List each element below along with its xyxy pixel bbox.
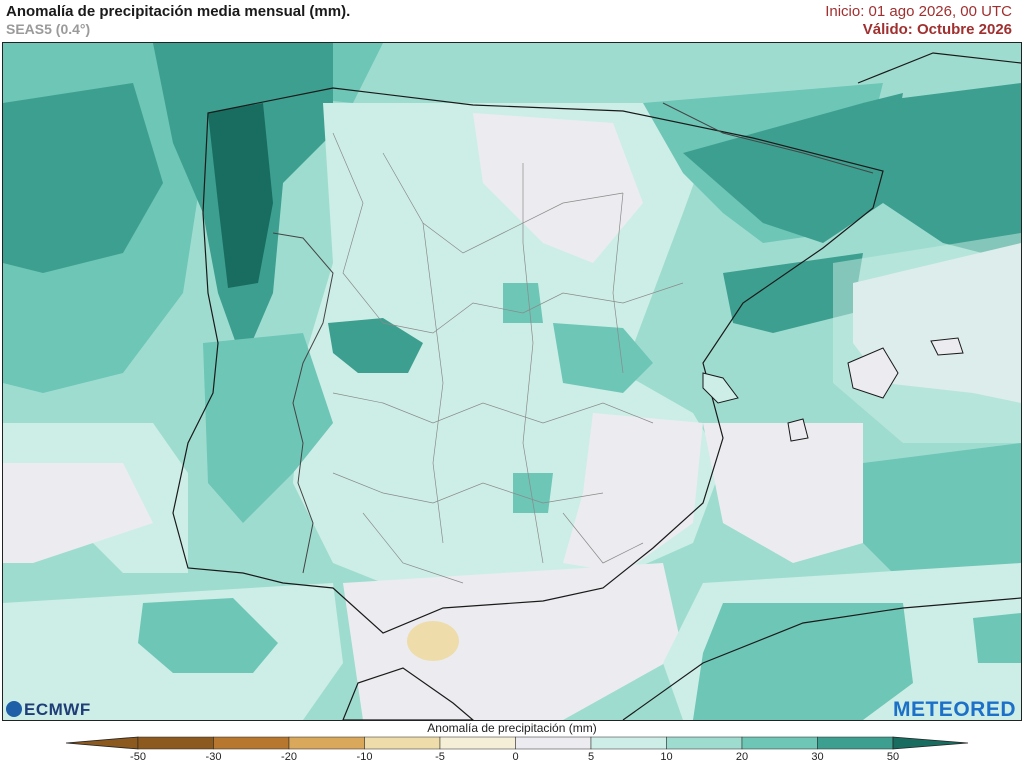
alboran-anomaly-0: [343, 563, 683, 720]
colorbar-tick-label: 50: [886, 751, 900, 763]
northern-plateau-anomaly-0: [473, 113, 643, 263]
colorbar-arrow-left: [65, 736, 139, 750]
meteored-logo: METEORED: [892, 698, 1016, 721]
precipitation-map[interactable]: [2, 42, 1022, 721]
colorbar-tick-label: -10: [356, 751, 373, 763]
colorbar-segment: [741, 736, 818, 750]
colorbar-tick-label: -5: [435, 751, 445, 763]
algeria-anomaly-20: [693, 603, 913, 720]
colorbar-segment: [137, 736, 214, 750]
andalusia-anomaly-20: [513, 473, 553, 513]
france-coastline: [857, 52, 1021, 84]
mallorca-island: [847, 347, 899, 399]
colorbar-segment: [666, 736, 743, 750]
colorbar-tick-label: -50: [130, 751, 146, 763]
malaga-negative-anomaly: [407, 621, 459, 661]
init-date: Inicio: 01 ago 2026, 00 UTC: [825, 3, 1012, 20]
colorbar-segment: [213, 736, 290, 750]
colorbar-segment: [817, 736, 894, 750]
sardinia-channel-anomaly-20: [863, 443, 1021, 583]
portugal-border: [272, 232, 334, 574]
morocco-coastline: [342, 667, 474, 720]
globe-icon: [6, 701, 22, 717]
model-label: SEAS5 (0.4°): [6, 21, 91, 37]
galicia-anomaly-50: [208, 103, 273, 288]
colorbar-arrow-right: [892, 736, 969, 750]
iberia-coastline: [172, 87, 884, 634]
algeria-coastline: [622, 597, 1021, 720]
western-med-anomaly-0: [703, 423, 863, 563]
valid-date: Válido: Octubre 2026: [862, 21, 1012, 38]
colorbar-tick-label: 5: [587, 751, 595, 763]
north-east-anomaly-30: [683, 93, 903, 243]
east-interior-anomaly-20: [553, 323, 653, 393]
ecmwf-logo: ECMWF: [6, 700, 91, 720]
southeast-anomaly-0: [563, 413, 703, 573]
southwest-interior-anomaly-20: [203, 333, 333, 523]
colorbar-segment: [288, 736, 365, 750]
colorbar-segment: [439, 736, 516, 750]
colorbar-segment: [364, 736, 441, 750]
colorbar-tick-label: -30: [205, 751, 222, 763]
map-canvas: [3, 43, 1021, 720]
atlantic-anomaly-30b: [3, 83, 163, 273]
ibiza-island: [787, 418, 809, 442]
gulf-lion-anomaly-30: [863, 83, 1021, 263]
map-title: Anomalía de precipitación media mensual …: [6, 3, 351, 20]
menorca-island: [930, 337, 964, 356]
colorbar-tick-label: 20: [735, 751, 749, 763]
southwest-anomaly-0: [3, 463, 153, 563]
colorbar-tick-label: 30: [811, 751, 824, 763]
madrid-anomaly-20: [503, 283, 543, 323]
cadiz-anomaly-20: [138, 598, 278, 673]
colorbar-tick-label: 0: [512, 751, 519, 763]
province-boundaries: [332, 132, 684, 584]
colorbar-tick-label: -20: [281, 751, 297, 763]
colorbar-segment: [590, 736, 667, 750]
colorbar-segment: [515, 736, 592, 750]
header: Anomalía de precipitación media mensual …: [0, 0, 1024, 42]
colorbar-tick-label: 10: [660, 751, 673, 763]
colorbar: [65, 736, 969, 750]
tunisia-anomaly-20: [973, 613, 1021, 663]
france-border: [662, 102, 874, 174]
ebro-delta-anomaly-30: [723, 253, 863, 333]
legend-title: Anomalía de precipitación (mm): [427, 721, 597, 735]
central-anomaly-30: [328, 318, 423, 373]
mallorca-coastline: [702, 372, 739, 404]
